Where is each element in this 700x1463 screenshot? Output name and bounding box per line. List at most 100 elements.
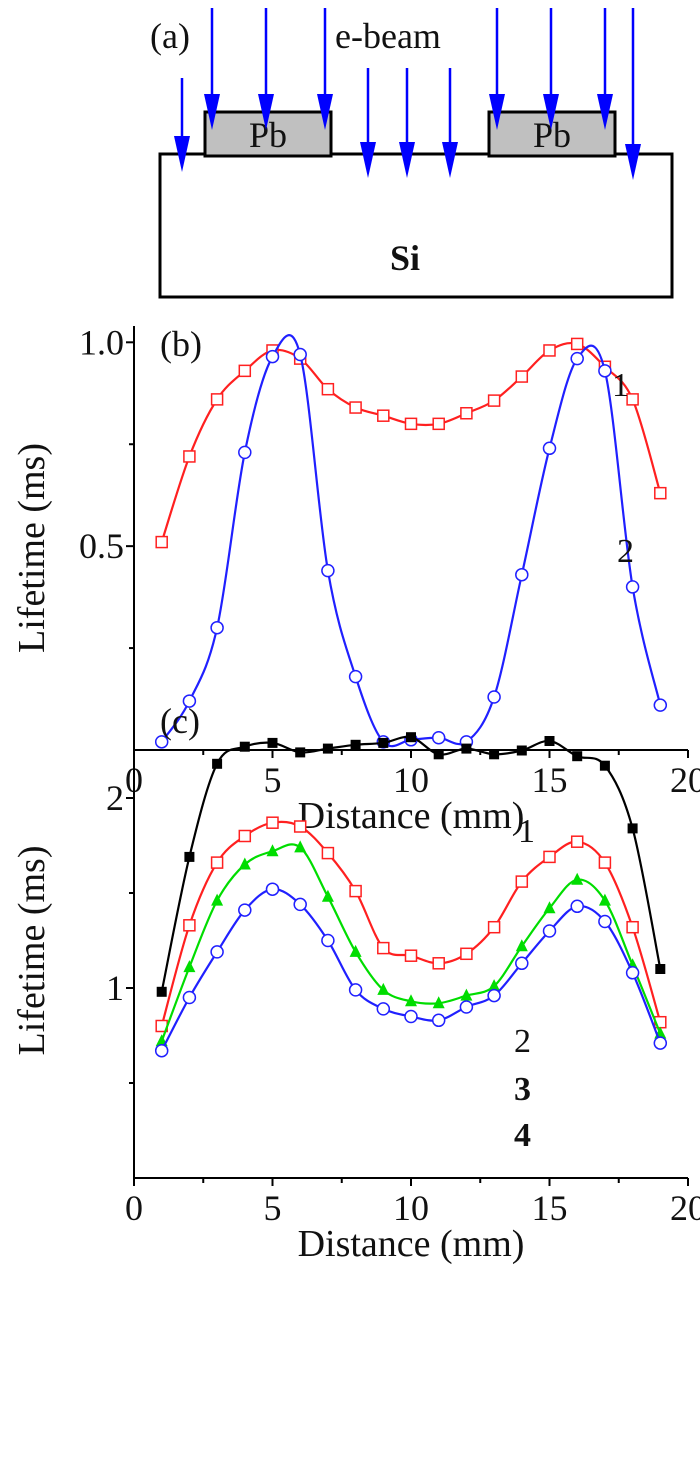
data-point xyxy=(598,893,611,906)
arrow-head xyxy=(399,142,415,178)
x-tick-label: 15 xyxy=(532,1188,568,1228)
data-point xyxy=(542,924,557,938)
data-point xyxy=(570,899,584,914)
data-point xyxy=(460,988,473,1001)
arrow-head xyxy=(442,142,458,178)
data-point xyxy=(321,933,335,948)
x-tick-label: 10 xyxy=(393,1188,429,1228)
data-point xyxy=(487,394,501,407)
y-tick-label: 2 xyxy=(106,778,124,818)
data-point xyxy=(488,979,501,992)
panel-label: (b) xyxy=(160,324,202,364)
data-point xyxy=(322,743,333,754)
series-label: 3 xyxy=(514,1071,531,1108)
data-point xyxy=(349,401,362,414)
data-point xyxy=(210,856,224,869)
data-point xyxy=(433,749,444,760)
data-point xyxy=(543,850,556,864)
data-point xyxy=(295,747,306,758)
arrow-head xyxy=(543,94,559,130)
arrow-head xyxy=(174,136,190,172)
data-point xyxy=(515,567,529,582)
series-line xyxy=(160,341,662,543)
data-point xyxy=(154,1043,169,1058)
data-point xyxy=(544,736,555,746)
data-point xyxy=(598,364,612,378)
data-point xyxy=(238,445,252,460)
data-point xyxy=(267,737,278,748)
e-beam-arrows xyxy=(174,8,641,180)
arrow-down-icon xyxy=(442,68,458,178)
data-point xyxy=(266,844,279,857)
data-point xyxy=(432,996,445,1009)
si-label: Si xyxy=(390,238,420,278)
panel-label: (c) xyxy=(160,701,200,741)
data-point xyxy=(627,823,638,834)
data-point xyxy=(406,732,416,743)
data-point xyxy=(572,751,583,762)
data-point xyxy=(348,669,363,684)
series-1: 1 xyxy=(155,337,667,549)
series-line xyxy=(160,888,662,1052)
arrow-head xyxy=(597,94,613,130)
data-point xyxy=(238,903,252,917)
arrow-down-icon xyxy=(360,68,376,178)
data-point xyxy=(626,920,639,934)
data-point xyxy=(598,914,612,929)
data-point xyxy=(432,417,445,431)
data-point xyxy=(350,739,361,750)
data-point xyxy=(183,960,196,973)
data-point xyxy=(487,920,501,934)
y-tick-label: 1.0 xyxy=(79,322,124,362)
arrow-head xyxy=(204,94,220,130)
data-point xyxy=(625,966,640,980)
si-substrate xyxy=(158,152,674,299)
data-point xyxy=(542,441,557,456)
data-point xyxy=(293,347,307,362)
data-point xyxy=(377,982,390,995)
arrow-head xyxy=(360,142,376,178)
data-point xyxy=(293,897,307,912)
data-point xyxy=(238,364,252,378)
data-point xyxy=(655,964,666,974)
data-point xyxy=(321,846,335,860)
data-point xyxy=(459,1000,474,1014)
x-tick-label: 20 xyxy=(670,760,700,800)
data-point xyxy=(432,957,445,970)
data-point xyxy=(376,1002,391,1016)
data-point xyxy=(543,901,556,914)
data-point xyxy=(570,351,584,366)
y-axis-label: Lifetime (ms) xyxy=(11,443,53,653)
data-point xyxy=(210,393,224,406)
data-point xyxy=(211,893,224,906)
data-point xyxy=(599,760,610,771)
data-point xyxy=(265,882,280,896)
x-tick-label: 5 xyxy=(264,760,282,800)
data-point xyxy=(294,840,307,853)
arrow-down-icon xyxy=(204,8,220,130)
x-axis-label: Distance (mm) xyxy=(298,795,525,837)
data-point xyxy=(598,856,612,869)
data-point xyxy=(378,737,389,748)
panel-a-diagram: Pb Pb Si (a) e-beam xyxy=(150,8,674,299)
data-point xyxy=(571,872,584,885)
arrow-head xyxy=(489,94,505,130)
x-tick-label: 20 xyxy=(670,1188,700,1228)
y-tick-label: 0.5 xyxy=(79,526,124,566)
series-label: 2 xyxy=(514,1023,531,1060)
data-point xyxy=(653,1036,668,1050)
data-point xyxy=(293,820,307,833)
data-point xyxy=(349,944,362,957)
data-point xyxy=(154,735,169,749)
data-point xyxy=(460,406,473,420)
data-point xyxy=(156,986,167,997)
data-point xyxy=(238,857,251,870)
arrow-down-icon xyxy=(399,68,415,178)
x-tick-label: 15 xyxy=(532,760,568,800)
series-label: 1 xyxy=(612,367,629,404)
y-axis-label: Lifetime (ms) xyxy=(11,846,53,1056)
data-point xyxy=(515,956,529,971)
data-point xyxy=(377,409,390,422)
arrow-down-icon xyxy=(543,8,559,130)
